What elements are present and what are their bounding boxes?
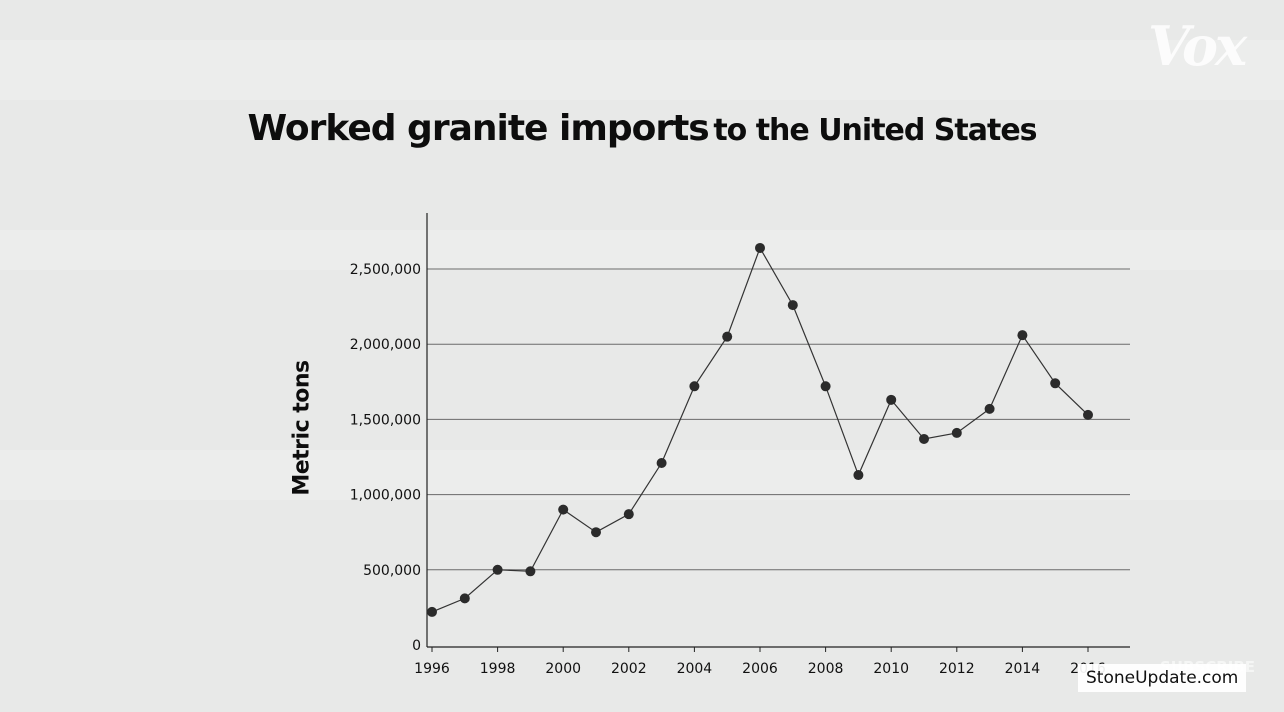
data-point	[1050, 378, 1061, 389]
data-point	[919, 433, 929, 444]
y-tick-label: 1,500,000	[350, 412, 421, 428]
chart-title-part2: to the United States	[713, 113, 1037, 148]
data-point	[722, 331, 733, 342]
background-band	[0, 450, 1284, 500]
vox-logo: Vox	[1148, 14, 1247, 78]
y-tick-label: 1,000,000	[350, 488, 421, 504]
data-point	[951, 427, 962, 438]
data-point	[755, 242, 765, 253]
data-point	[656, 458, 667, 469]
y-tick-label: 2,000,000	[350, 337, 421, 353]
x-tick-label: 1998	[480, 661, 516, 677]
data-points	[427, 242, 1093, 617]
data-point	[886, 394, 897, 405]
y-tick-label: 0	[412, 638, 421, 654]
axes	[426, 213, 1130, 652]
data-point	[492, 564, 503, 575]
background-band	[0, 40, 1284, 100]
data-point	[623, 509, 634, 520]
tick-labels: 0 500,000 1,000,000 1,500,000 2,000,000 2,500…	[350, 262, 1106, 677]
background-band	[0, 230, 1284, 270]
x-tick-label: 1996	[414, 661, 450, 677]
y-tick-label: 2,500,000	[350, 262, 421, 278]
x-tick-label: 2006	[742, 661, 778, 677]
x-tick-label: 2012	[939, 661, 975, 677]
chart-title: Worked granite imports to the United Sta…	[0, 108, 1284, 149]
chart-title-part1: Worked granite imports	[247, 108, 709, 149]
gridlines	[427, 268, 1130, 571]
data-point	[459, 593, 470, 604]
data-point	[984, 403, 995, 414]
data-point	[853, 470, 864, 481]
x-tick-label: 2008	[808, 661, 844, 677]
source-credit: StoneUpdate.com	[1078, 664, 1247, 692]
data-point	[591, 527, 601, 538]
data-point	[689, 381, 700, 392]
x-tick-label: 2000	[545, 661, 581, 677]
data-point	[427, 606, 437, 617]
data-point	[1017, 330, 1028, 341]
x-tick-label: 2014	[1005, 661, 1041, 677]
data-point	[787, 300, 798, 311]
data-point	[820, 381, 831, 392]
x-tick-label: 2004	[677, 661, 713, 677]
data-point	[1083, 409, 1093, 420]
y-tick-label: 500,000	[363, 563, 421, 579]
data-point	[525, 566, 536, 577]
data-point	[558, 504, 569, 515]
x-tick-label: 2010	[873, 661, 909, 677]
x-tick-label: 2002	[611, 661, 647, 677]
series-line-path	[431, 246, 1089, 613]
series-line	[431, 246, 1089, 613]
